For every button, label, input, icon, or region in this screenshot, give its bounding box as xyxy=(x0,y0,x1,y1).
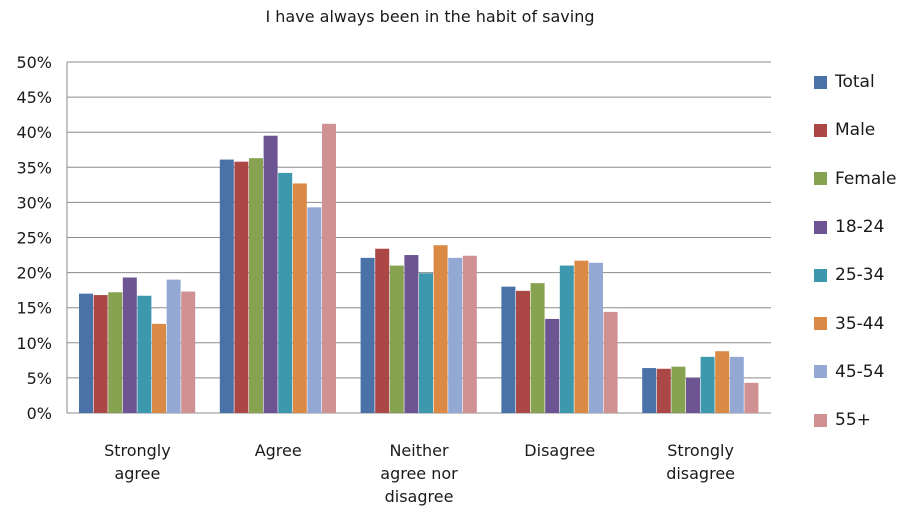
legend-label: 45-54 xyxy=(835,361,885,382)
legend-item: Female xyxy=(814,155,896,203)
bar xyxy=(462,255,477,413)
bar xyxy=(448,257,463,413)
bar xyxy=(249,158,263,413)
bar xyxy=(234,161,249,413)
legend-item: Total xyxy=(814,58,896,106)
bar xyxy=(122,277,137,413)
y-tick-label: 20% xyxy=(16,264,52,283)
bar xyxy=(729,356,744,413)
bar xyxy=(137,295,152,413)
x-tick-label: Strongly xyxy=(104,441,171,460)
x-tick-label: agree xyxy=(114,464,160,483)
bar xyxy=(375,248,390,413)
legend-label: Male xyxy=(835,120,876,141)
bar xyxy=(79,293,93,413)
legend-label: Female xyxy=(835,168,897,189)
y-tick-label: 0% xyxy=(27,404,52,423)
bar xyxy=(656,368,671,413)
bar xyxy=(152,323,166,413)
legend-swatch xyxy=(814,317,827,331)
x-tick-label: Disagree xyxy=(524,441,595,460)
bar xyxy=(516,290,530,413)
legend-item: Male xyxy=(814,106,896,154)
legend-label: 55+ xyxy=(835,410,871,431)
bar xyxy=(686,377,700,413)
x-tick-label: Neither xyxy=(389,441,449,460)
y-tick-label: 15% xyxy=(16,299,52,318)
y-tick-label: 25% xyxy=(16,229,52,248)
bar xyxy=(603,311,618,413)
bar xyxy=(263,135,278,413)
bar xyxy=(530,283,545,413)
y-tick-label: 5% xyxy=(27,369,52,388)
y-tick-label: 35% xyxy=(16,158,52,177)
y-tick-label: 45% xyxy=(16,88,52,107)
legend-item: 45-54 xyxy=(814,348,896,396)
legend-item: 55+ xyxy=(814,396,896,444)
y-tick-label: 50% xyxy=(16,53,52,72)
x-tick-label: disagree xyxy=(385,487,454,506)
y-tick-label: 30% xyxy=(16,193,52,212)
bar xyxy=(744,382,759,413)
bar xyxy=(574,260,589,413)
bar xyxy=(671,366,686,413)
bar xyxy=(166,279,181,413)
y-tick-label: 10% xyxy=(16,334,52,353)
bar xyxy=(642,368,657,413)
bar xyxy=(278,172,293,413)
bar xyxy=(389,265,404,413)
legend-swatch xyxy=(814,413,827,427)
x-tick-label: Agree xyxy=(255,441,302,460)
x-tick-label: disagree xyxy=(666,464,735,483)
legend-item: 18-24 xyxy=(814,203,896,251)
legend-label: 25-34 xyxy=(835,265,885,286)
bar xyxy=(715,351,730,413)
legend-swatch xyxy=(814,75,827,89)
bar xyxy=(545,318,560,413)
bar xyxy=(307,207,322,413)
legend-label: 18-24 xyxy=(835,217,885,238)
bar xyxy=(501,286,516,413)
bar xyxy=(322,123,336,413)
y-tick-label: 40% xyxy=(16,123,52,142)
bar xyxy=(559,265,574,413)
x-tick-label: agree nor xyxy=(380,464,458,483)
bar xyxy=(360,257,375,413)
legend-swatch xyxy=(814,123,827,137)
legend-item: 35-44 xyxy=(814,299,896,347)
legend-swatch xyxy=(814,268,827,282)
x-tick-label: Strongly xyxy=(667,441,734,460)
bar xyxy=(404,255,419,413)
chart-title: I have always been in the habit of savin… xyxy=(265,7,595,26)
bar xyxy=(292,183,307,413)
legend-item: 25-34 xyxy=(814,251,896,299)
bar xyxy=(700,356,715,413)
bar xyxy=(419,273,433,413)
legend-label: 35-44 xyxy=(835,313,885,334)
legend-swatch xyxy=(814,220,827,234)
legend-swatch xyxy=(814,365,827,379)
bar xyxy=(108,292,123,413)
legend-label: Total xyxy=(835,72,875,93)
legend-swatch xyxy=(814,172,827,186)
bar xyxy=(93,295,108,413)
chart-legend: Total Male Female 18-24 25-34 35-44 45-54 55+ xyxy=(814,58,896,444)
bar xyxy=(589,262,603,413)
bar xyxy=(433,245,448,413)
bar xyxy=(181,291,196,413)
bar xyxy=(219,159,234,413)
